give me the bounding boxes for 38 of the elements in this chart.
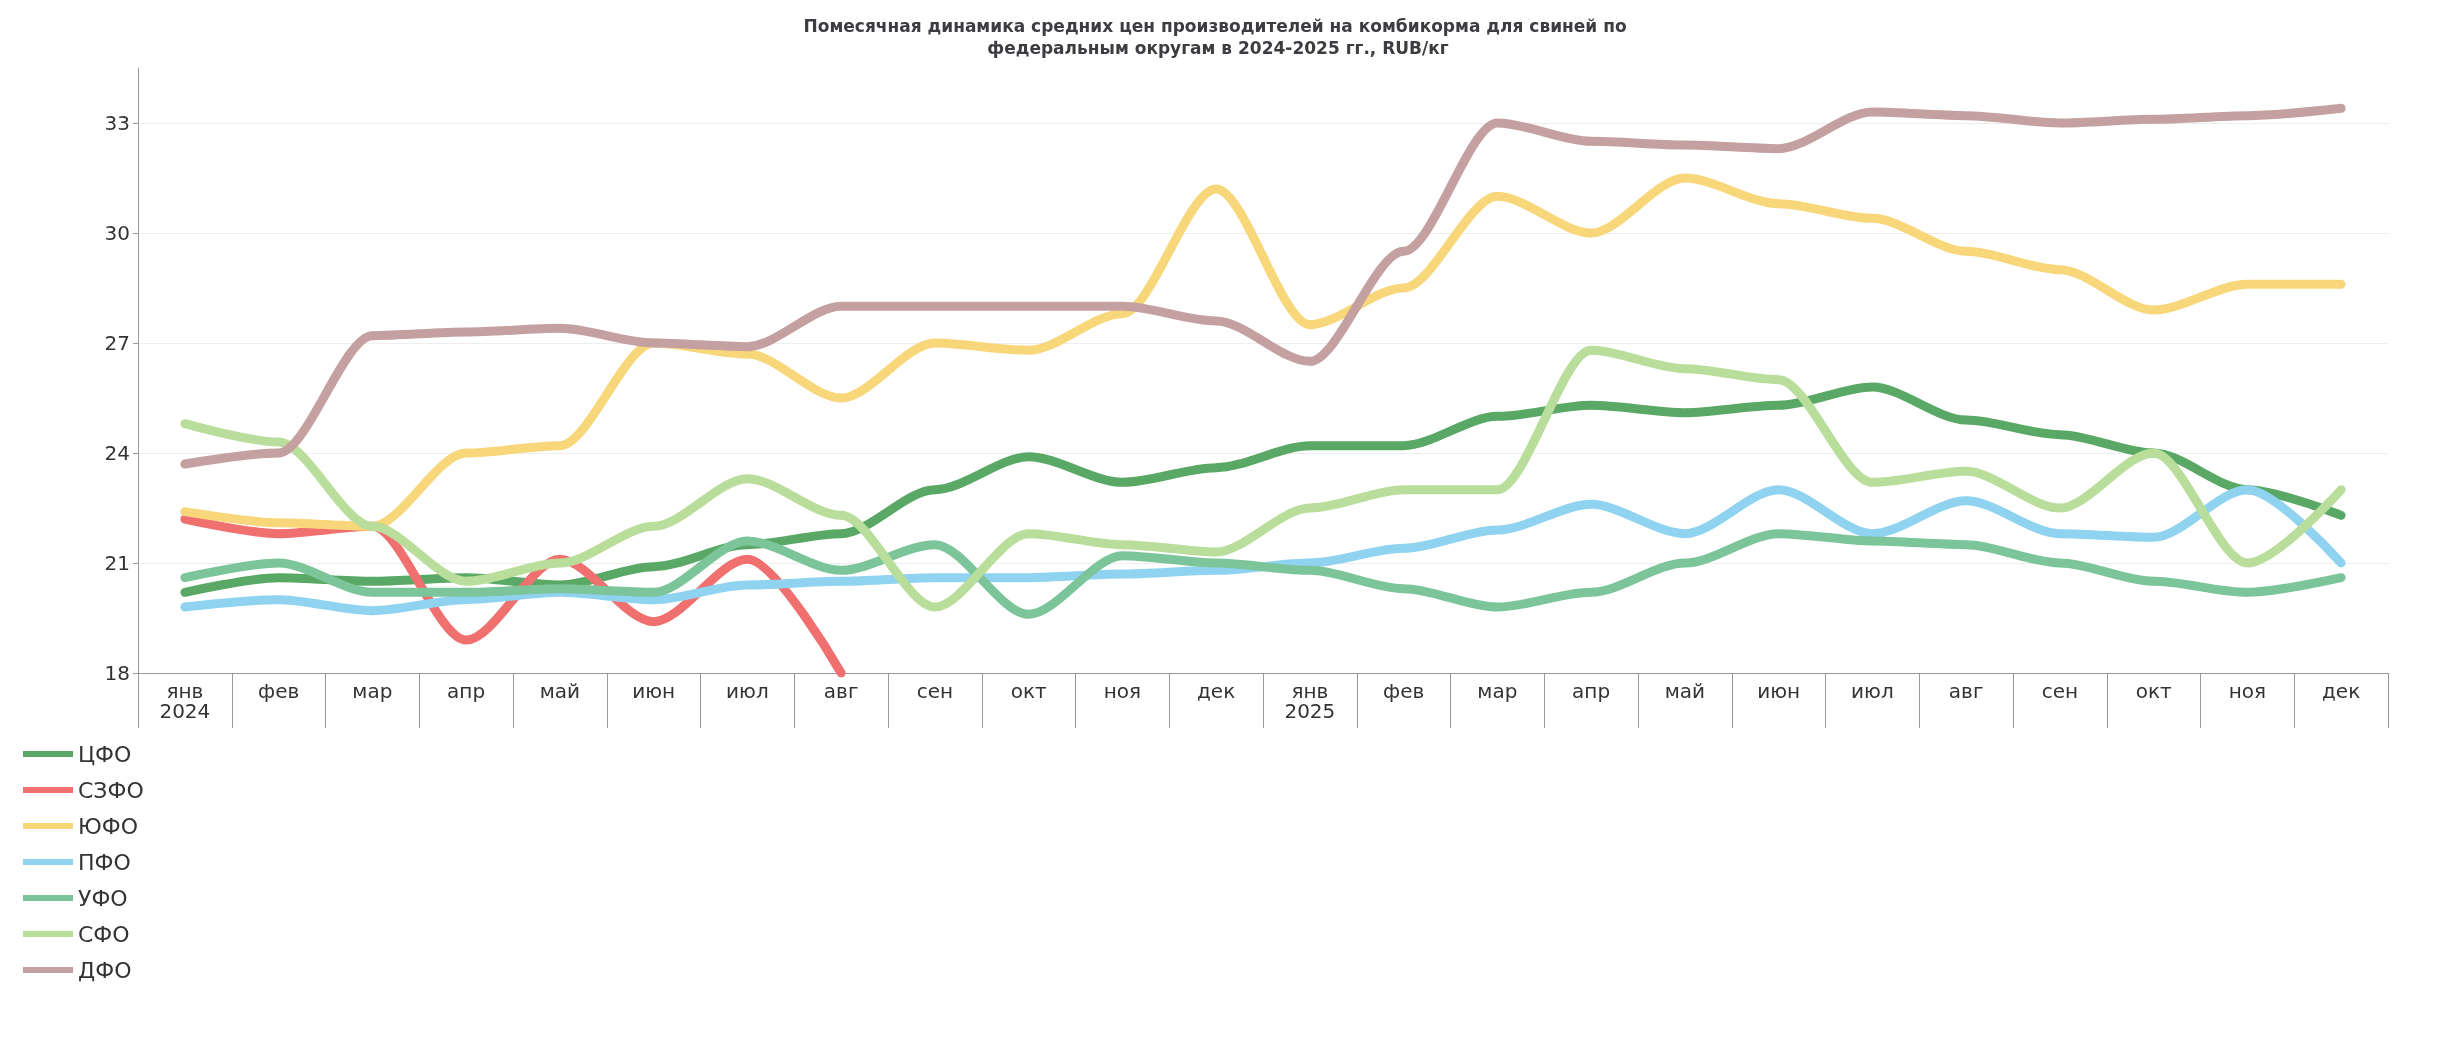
x-tick-label: окт bbox=[2135, 679, 2172, 703]
x-tick-label: апр bbox=[447, 679, 486, 703]
y-tick-label: 33 bbox=[104, 111, 130, 135]
x-tick-label: авг bbox=[823, 679, 859, 703]
y-tick-label: 24 bbox=[104, 441, 130, 465]
x-tick-label: ноя bbox=[2228, 679, 2267, 703]
x-tick-label: сен bbox=[916, 679, 954, 703]
legend-label: УФО bbox=[78, 885, 128, 911]
x-tick-label: сен bbox=[2041, 679, 2079, 703]
x-tick-label: июл bbox=[726, 679, 769, 703]
x-tick-label: янв 2025 bbox=[1284, 679, 1336, 723]
x-tick-label: июл bbox=[1851, 679, 1894, 703]
x-tick-label: авг bbox=[1948, 679, 1984, 703]
x-tick-label: окт bbox=[1010, 679, 1047, 703]
y-tick-label: 18 bbox=[104, 661, 130, 685]
x-tick-label: мар bbox=[352, 679, 393, 703]
legend-label: СФО bbox=[78, 921, 130, 947]
x-tick-label: янв 2024 bbox=[159, 679, 211, 723]
y-tick-label: 30 bbox=[104, 221, 130, 245]
x-tick-label: июн bbox=[1757, 679, 1801, 703]
legend-label: ЦФО bbox=[78, 741, 132, 767]
legend-label: ПФО bbox=[78, 849, 131, 875]
x-tick-label: май bbox=[539, 679, 581, 703]
x-tick-label: апр bbox=[1572, 679, 1611, 703]
x-tick-label: ноя bbox=[1103, 679, 1142, 703]
y-tick-label: 27 bbox=[104, 331, 130, 355]
legend-label: СЗФО bbox=[78, 777, 144, 803]
chart-title: Помесячная динамика средних цен производителей на комбикорма для свиней по федеральным округам в 2024-2025 гг., RUB/кг bbox=[803, 16, 1633, 58]
x-tick-label: июн bbox=[632, 679, 676, 703]
x-tick-label: дек bbox=[2322, 679, 2361, 703]
x-tick-label: фев bbox=[1383, 679, 1425, 703]
legend-label: ДФО bbox=[78, 957, 132, 983]
x-tick-label: мар bbox=[1477, 679, 1518, 703]
x-tick-label: фев bbox=[258, 679, 300, 703]
x-tick-label: май bbox=[1664, 679, 1706, 703]
y-tick-label: 21 bbox=[104, 551, 130, 575]
legend-label: ЮФО bbox=[78, 813, 139, 839]
x-tick-label: дек bbox=[1197, 679, 1236, 703]
